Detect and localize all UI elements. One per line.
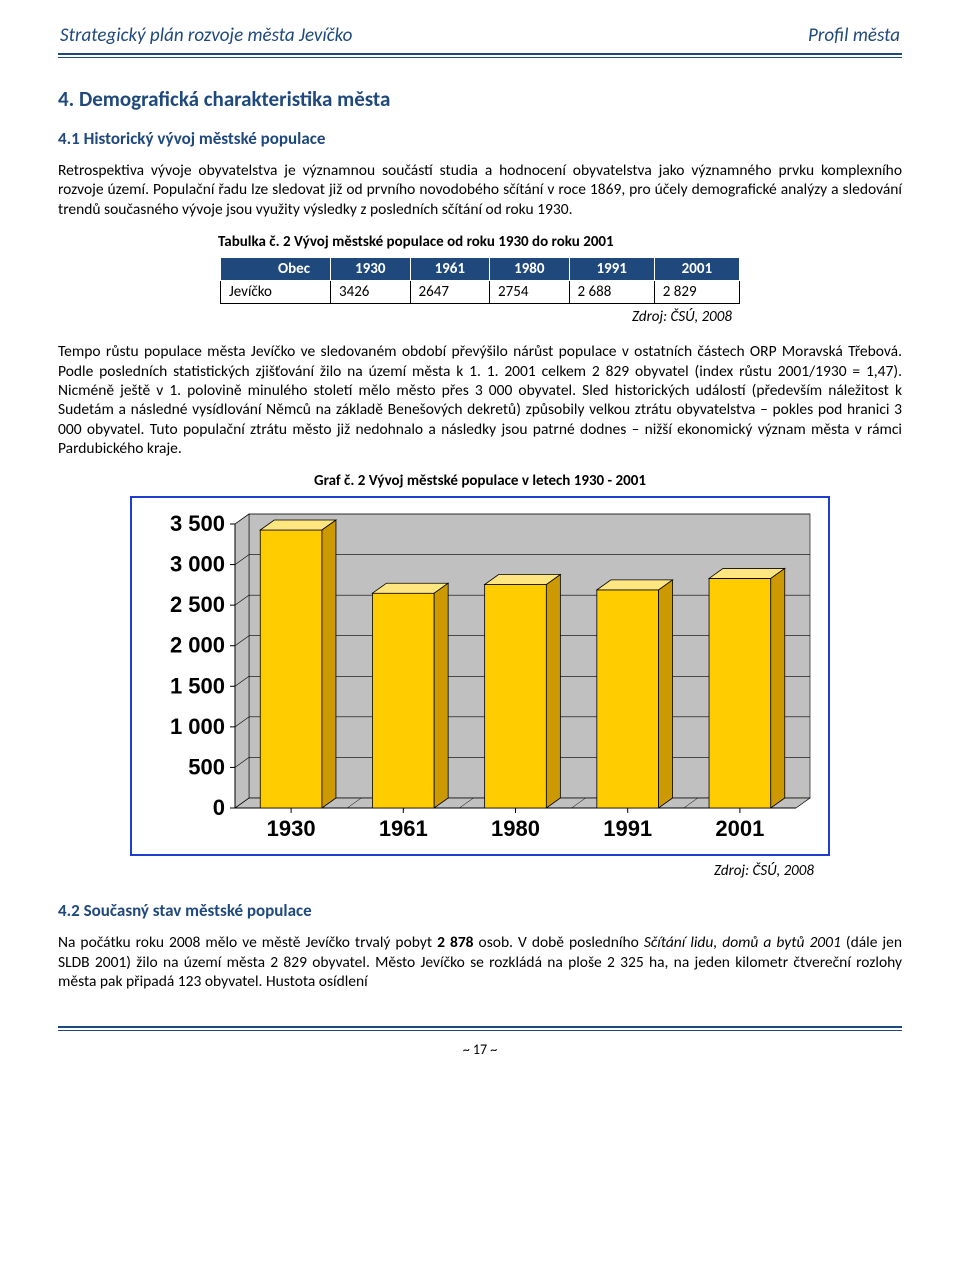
table-cell: 2647	[410, 281, 490, 304]
subsection-heading-4-2: 4.2 Současný stav městské populace	[58, 900, 902, 921]
header-rule-thick	[58, 53, 902, 55]
svg-text:0: 0	[213, 795, 225, 820]
table-header-year: 1961	[410, 258, 490, 281]
svg-text:1991: 1991	[603, 816, 652, 841]
svg-text:2 500: 2 500	[170, 593, 225, 618]
population-bar-chart: 0 500 1 000 1 500 2 000 2 500 3 000 3 500 1930 19…	[130, 496, 830, 856]
subsection-heading-4-1: 4.1 Historický vývoj městské populace	[58, 128, 902, 149]
p3-em-sldb: Sčítání lidu, domů a bytů 2001	[644, 933, 841, 952]
table-header-year: 1980	[490, 258, 570, 281]
p3-text-a: Na počátku roku 2008 mělo ve městě Jevíč…	[58, 933, 437, 952]
chart-source: Zdroj: ČSÚ, 2008	[58, 862, 814, 880]
table-header-label: Obec	[221, 258, 331, 281]
paragraph-intro: Retrospektiva vývoje obyvatelstva je výz…	[58, 161, 902, 219]
paragraph-analysis: Tempo růstu populace města Jevíčko ve sl…	[58, 342, 902, 458]
svg-text:3 000: 3 000	[170, 552, 225, 577]
svg-text:1980: 1980	[491, 816, 540, 841]
table-row-label: Jevíčko	[221, 281, 331, 304]
page-number: ~ 17 ~	[58, 1041, 902, 1058]
svg-text:1961: 1961	[379, 816, 428, 841]
table-source: Zdroj: ČSÚ, 2008	[58, 308, 732, 326]
table-row: Jevíčko 3426 2647 2754 2 688 2 829	[221, 281, 740, 304]
footer-rule-thin	[58, 1030, 902, 1031]
svg-text:2 000: 2 000	[170, 633, 225, 658]
table-header-year: 2001	[654, 258, 739, 281]
header-rule-thin	[58, 57, 902, 58]
p3-bold-count: 2 878	[437, 933, 473, 952]
section-heading: 4. Demografická charakteristika města	[58, 86, 902, 112]
running-header: Strategický plán rozvoje města Jevíčko P…	[58, 24, 902, 51]
table-header-year: 1930	[331, 258, 411, 281]
table-header-row: Obec 1930 1961 1980 1991 2001	[221, 258, 740, 281]
svg-text:1930: 1930	[267, 816, 316, 841]
svg-text:1 000: 1 000	[170, 714, 225, 739]
svg-text:3 500: 3 500	[170, 511, 225, 536]
population-table: Obec 1930 1961 1980 1991 2001 Jevíčko 34…	[220, 257, 740, 304]
paragraph-current-state: Na počátku roku 2008 mělo ve městě Jevíč…	[58, 933, 902, 991]
footer-rule-thick	[58, 1026, 902, 1028]
svg-text:500: 500	[188, 755, 225, 780]
table-cell: 2 829	[654, 281, 739, 304]
table-header-year: 1991	[569, 258, 654, 281]
table-cell: 2 688	[569, 281, 654, 304]
header-right: Profil města	[808, 24, 900, 47]
header-left: Strategický plán rozvoje města Jevíčko	[60, 24, 352, 47]
table-caption: Tabulka č. 2 Vývoj městské populace od r…	[218, 233, 902, 251]
table-cell: 2754	[490, 281, 570, 304]
svg-text:1 500: 1 500	[170, 674, 225, 699]
page: Strategický plán rozvoje města Jevíčko P…	[0, 0, 960, 1088]
p3-text-b: osob. V době posledního	[474, 933, 644, 952]
svg-text:2001: 2001	[715, 816, 764, 841]
chart-container: 0 500 1 000 1 500 2 000 2 500 3 000 3 500 1930 19…	[58, 496, 902, 856]
chart-caption: Graf č. 2 Vývoj městské populace v letec…	[58, 472, 902, 490]
table-cell: 3426	[331, 281, 411, 304]
population-table-wrap: Obec 1930 1961 1980 1991 2001 Jevíčko 34…	[58, 257, 902, 304]
